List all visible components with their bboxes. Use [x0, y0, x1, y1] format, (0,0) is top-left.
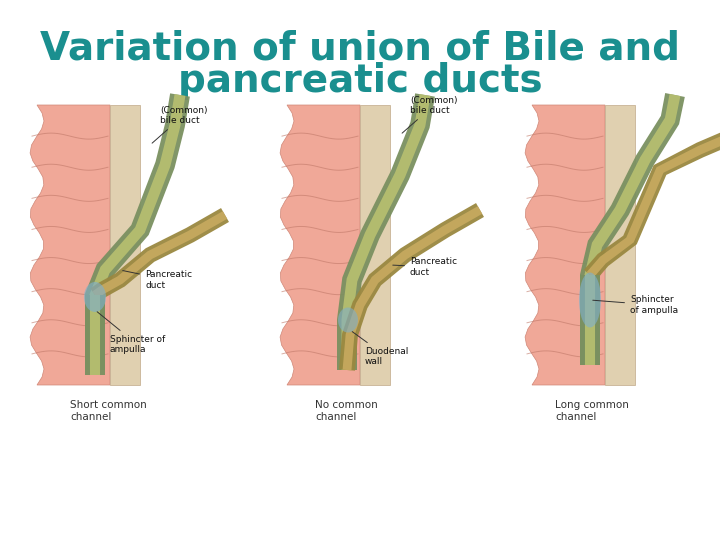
- Polygon shape: [85, 93, 190, 370]
- Polygon shape: [525, 105, 605, 385]
- Polygon shape: [85, 295, 105, 375]
- Text: Variation of union of Bile and: Variation of union of Bile and: [40, 30, 680, 68]
- Polygon shape: [89, 94, 186, 370]
- Polygon shape: [110, 105, 140, 385]
- Polygon shape: [337, 93, 435, 370]
- Polygon shape: [343, 206, 482, 370]
- Polygon shape: [585, 94, 680, 365]
- Text: No common
channel: No common channel: [315, 400, 378, 422]
- Polygon shape: [30, 105, 110, 385]
- Polygon shape: [89, 295, 101, 375]
- Polygon shape: [92, 211, 228, 299]
- Text: (Common)
bile duct: (Common) bile duct: [152, 106, 207, 143]
- Text: Long common
channel: Long common channel: [555, 400, 629, 422]
- Polygon shape: [605, 105, 635, 385]
- Polygon shape: [580, 93, 685, 365]
- Text: Pancreatic
duct: Pancreatic duct: [122, 271, 192, 289]
- Text: Pancreatic
duct: Pancreatic duct: [393, 257, 457, 276]
- Ellipse shape: [579, 273, 601, 327]
- Ellipse shape: [84, 282, 106, 312]
- Text: Duodenal
wall: Duodenal wall: [352, 332, 408, 367]
- Polygon shape: [90, 208, 229, 301]
- Text: Sphincter
of ampulla: Sphincter of ampulla: [593, 295, 678, 315]
- Text: pancreatic ducts: pancreatic ducts: [178, 62, 542, 100]
- Polygon shape: [341, 94, 431, 370]
- Polygon shape: [339, 203, 484, 370]
- Polygon shape: [280, 105, 360, 385]
- Polygon shape: [584, 127, 720, 280]
- Ellipse shape: [338, 307, 358, 333]
- Polygon shape: [585, 275, 595, 365]
- Text: (Common)
bile duct: (Common) bile duct: [402, 96, 457, 133]
- Polygon shape: [587, 131, 720, 278]
- Polygon shape: [360, 105, 390, 385]
- Polygon shape: [580, 275, 600, 365]
- Text: Sphincter of
ampulla: Sphincter of ampulla: [97, 312, 166, 354]
- Text: Short common
channel: Short common channel: [70, 400, 147, 422]
